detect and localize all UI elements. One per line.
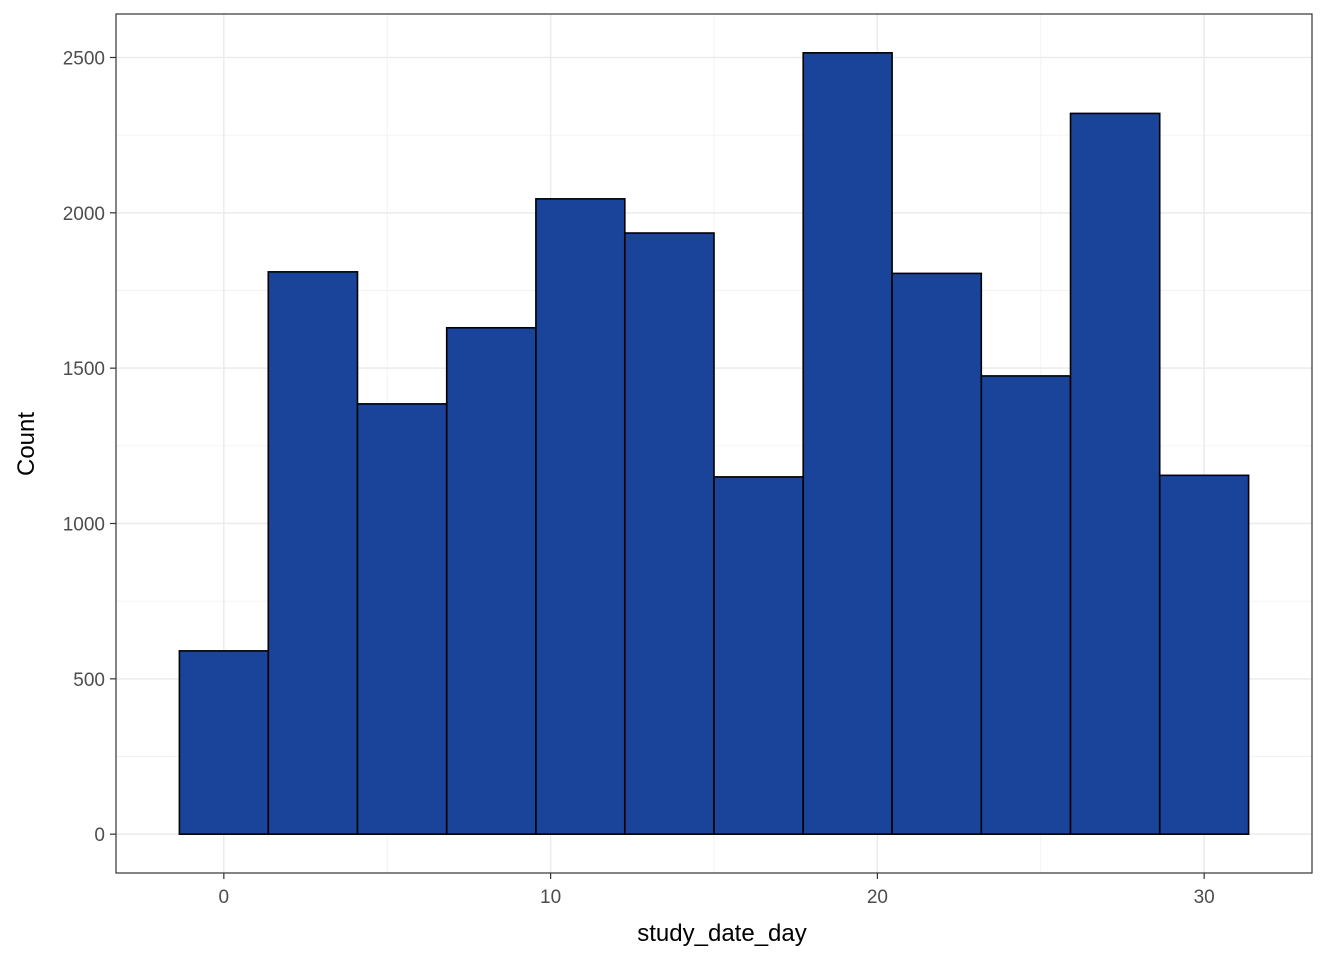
x-tick-label: 10: [540, 887, 561, 908]
y-tick-label: 500: [73, 670, 105, 691]
labels-layer: 0 10 20 30 0 500 1000 1500 2000 2500: [63, 48, 1215, 908]
x-tick-label: 30: [1194, 887, 1215, 908]
histogram-bar-3: [356, 403, 448, 835]
y-tick-label: 0: [94, 825, 105, 846]
y-axis-title: Count: [13, 412, 40, 476]
histogram-bar-1: [178, 650, 270, 835]
histogram-bar-9: [891, 272, 983, 835]
ticks-layer: [110, 56, 1205, 879]
y-tick-label: 1500: [63, 359, 105, 380]
y-tick-label: 1000: [63, 514, 105, 535]
histogram-bar-8: [802, 52, 893, 835]
y-tick-label: 2500: [63, 48, 105, 69]
bars-layer: [178, 52, 1250, 835]
histogram-bar-10: [980, 375, 1072, 835]
panel-border: [115, 13, 1313, 874]
histogram-bar-6: [623, 232, 715, 835]
histogram-bar-5: [535, 198, 626, 835]
histogram-bar-7: [713, 476, 805, 835]
x-axis-title: study_date_day: [637, 920, 806, 947]
histogram-bar-2: [267, 271, 359, 835]
x-tick-label: 0: [219, 887, 230, 908]
histogram-bar-4: [445, 326, 537, 835]
x-tick-label: 20: [867, 887, 888, 908]
histogram-bar-12: [1158, 474, 1250, 835]
histogram-bar-11: [1069, 112, 1161, 835]
y-tick-label: 2000: [63, 204, 105, 225]
